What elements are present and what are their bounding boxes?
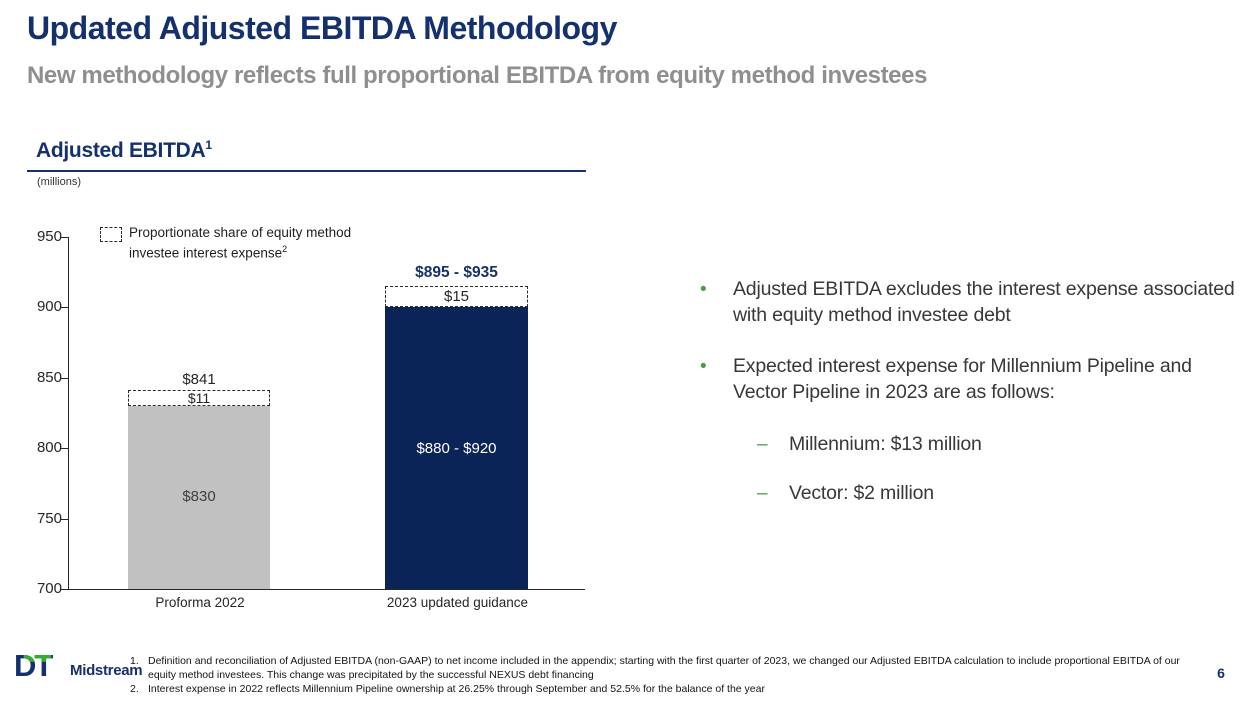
bullet-text: Expected interest expense for Millennium…	[733, 355, 1192, 404]
chart-title-text: Adjusted EBITDA	[36, 139, 206, 162]
dash-icon: –	[757, 482, 768, 504]
y-axis-tick-label: 900	[36, 298, 62, 315]
bar-proforma-2022	[128, 406, 270, 589]
y-axis-tick	[61, 448, 68, 450]
footnote-item: 2. Interest expense in 2022 reflects Mil…	[130, 683, 1188, 697]
footnote-text: Interest expense in 2022 reflects Millen…	[148, 682, 765, 695]
bar-cap-label-guidance: $15	[443, 288, 470, 305]
logo-dt-green: DT	[14, 648, 52, 683]
footnote-item: 1. Definition and reconciliation of Adju…	[130, 655, 1188, 683]
x-axis-label-guidance: 2023 updated guidance	[386, 595, 529, 610]
footnote-number: 1.	[130, 655, 139, 667]
chart-units-label: (millions)	[37, 176, 81, 188]
y-axis-tick-label: 750	[36, 510, 62, 527]
bar-2023-guidance	[385, 307, 528, 589]
bar-total-label-proforma: $841	[182, 371, 216, 388]
legend-label: Proportionate share of equity method inv…	[129, 224, 439, 263]
page-title: Updated Adjusted EBITDA Methodology	[27, 10, 617, 46]
footnote-number: 2.	[130, 682, 139, 695]
footnotes: 1. Definition and reconciliation of Adju…	[130, 655, 1188, 697]
legend-line1: Proportionate share of equity method	[129, 225, 352, 240]
bullet-panel: • Adjusted EBITDA excludes the interest …	[695, 277, 1240, 530]
bullet-item: • Adjusted EBITDA excludes the interest …	[695, 277, 1240, 328]
legend-dashed-box-icon	[100, 227, 122, 242]
y-axis-tick-label: 850	[36, 369, 62, 386]
chart-title-footnote-ref: 1	[205, 138, 212, 152]
bar-cap-guidance: $15	[385, 286, 528, 307]
bar-cap-proforma: $11	[128, 390, 270, 406]
bullet-icon: •	[700, 279, 707, 300]
y-axis-tick-label: 950	[36, 228, 62, 245]
y-axis-tick	[61, 519, 68, 521]
page-subtitle: New methodology reflects full proportion…	[27, 62, 928, 89]
y-axis-tick	[61, 589, 68, 591]
y-axis-tick-label: 800	[36, 439, 62, 456]
y-axis-line	[68, 237, 70, 590]
dash-icon: –	[757, 433, 768, 455]
footnote-text: Definition and reconciliation of Adjuste…	[148, 655, 1180, 681]
bar-total-label-guidance: $895 - $935	[415, 264, 498, 281]
bullet-text: Adjusted EBITDA excludes the interest ex…	[733, 278, 1235, 326]
legend-footnote-ref: 2	[282, 243, 288, 254]
y-axis-tick	[61, 378, 68, 380]
bar-value-label-guidance: $880 - $920	[416, 440, 497, 457]
x-axis-line	[68, 589, 585, 591]
dt-midstream-logo: DT DT Midstream	[14, 649, 143, 689]
x-axis-label-proforma: Proforma 2022	[155, 595, 245, 610]
chart-title-rule	[27, 170, 586, 172]
logo-dt-mark: DT DT	[14, 649, 70, 683]
legend-line2: investee interest expense	[129, 245, 283, 261]
bar-value-label-proforma: $830	[182, 488, 216, 505]
bullet-icon: •	[700, 356, 707, 378]
sub-bullet-text: Millennium: $13 million	[789, 432, 982, 455]
sub-bullet-text: Vector: $2 million	[789, 481, 934, 504]
y-axis-tick-label: 700	[36, 580, 62, 597]
chart-title: Adjusted EBITDA1	[36, 138, 212, 163]
bar-cap-label-proforma: $11	[187, 390, 211, 406]
bullet-item: • Expected interest expense for Millenni…	[695, 354, 1240, 405]
y-axis-tick	[61, 307, 68, 309]
page-number: 6	[1217, 665, 1225, 681]
logo-wordmark: Midstream	[70, 662, 143, 679]
logo-dt-navy: DT	[14, 648, 53, 683]
sub-bullet-item: – Millennium: $13 million	[757, 432, 1240, 458]
sub-bullet-item: – Vector: $2 million	[757, 481, 1240, 507]
y-axis-tick	[61, 237, 68, 239]
